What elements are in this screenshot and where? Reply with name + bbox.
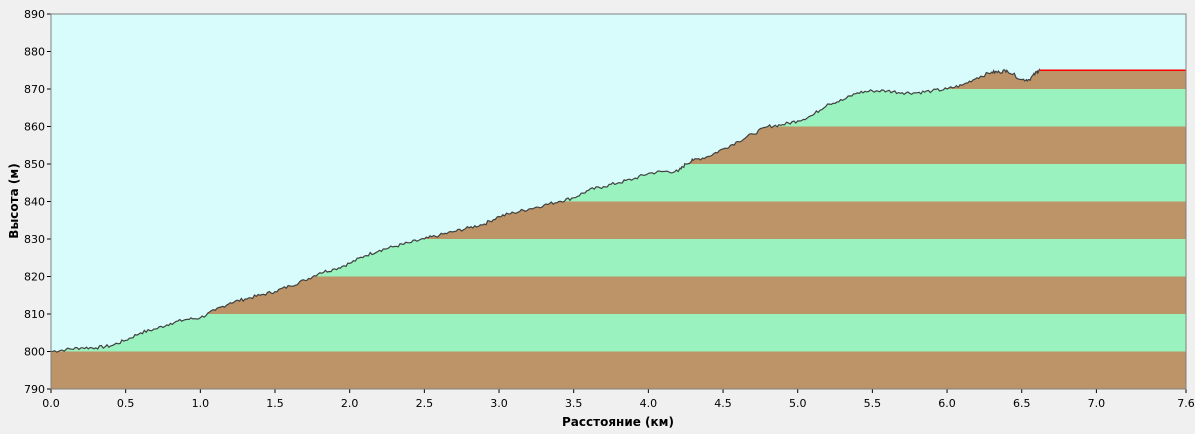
x-tick-label: 7.0 <box>1088 397 1106 410</box>
x-tick-label: 6.5 <box>1013 397 1031 410</box>
x-tick-label: 0.0 <box>42 397 60 410</box>
x-tick-label: 6.0 <box>938 397 956 410</box>
x-tick-label: 4.5 <box>714 397 732 410</box>
y-tick-label: 830 <box>24 233 45 246</box>
x-tick-label: 4.0 <box>640 397 658 410</box>
y-axis-title: Высота (м) <box>7 163 21 238</box>
x-axis-title: Расстояние (км) <box>562 415 674 429</box>
x-tick-label: 2.5 <box>416 397 434 410</box>
x-tick-labels: 0.0 0.5 1.0 1.5 2.0 2.5 3.0 3.5 4.0 4.5 5.0 5.5 6.0 6… <box>42 397 1195 410</box>
y-tick-label: 890 <box>24 8 45 21</box>
y-tick-label: 810 <box>24 308 45 321</box>
y-tick-label: 790 <box>24 383 45 396</box>
y-tick-label: 860 <box>24 121 45 134</box>
x-tick-label: 3.5 <box>565 397 583 410</box>
y-tick-label: 850 <box>24 158 45 171</box>
y-tick-labels: 790 800 810 820 830 840 850 860 870 880 890 <box>24 8 45 396</box>
x-tick-label: 5.0 <box>789 397 807 410</box>
plot-frame <box>50 13 1187 390</box>
elevation-band <box>51 314 1186 352</box>
y-tick-label: 870 <box>24 83 45 96</box>
elevation-line <box>50 67 1041 353</box>
x-tick-label: 2.0 <box>341 397 359 410</box>
y-tick-label: 800 <box>24 346 45 359</box>
x-tick-label: 7.6 <box>1177 397 1195 410</box>
x-tick-label: 1.0 <box>192 397 210 410</box>
y-tick-label: 880 <box>24 46 45 59</box>
y-tick-label: 840 <box>24 196 45 209</box>
x-tick-label: 3.0 <box>490 397 508 410</box>
x-tick-label: 5.5 <box>864 397 882 410</box>
x-tick-label: 1.5 <box>266 397 284 410</box>
x-tick-label: 0.5 <box>117 397 135 410</box>
elevation-band <box>51 351 1186 389</box>
tick-marks <box>47 13 1187 393</box>
y-tick-label: 820 <box>24 271 45 284</box>
